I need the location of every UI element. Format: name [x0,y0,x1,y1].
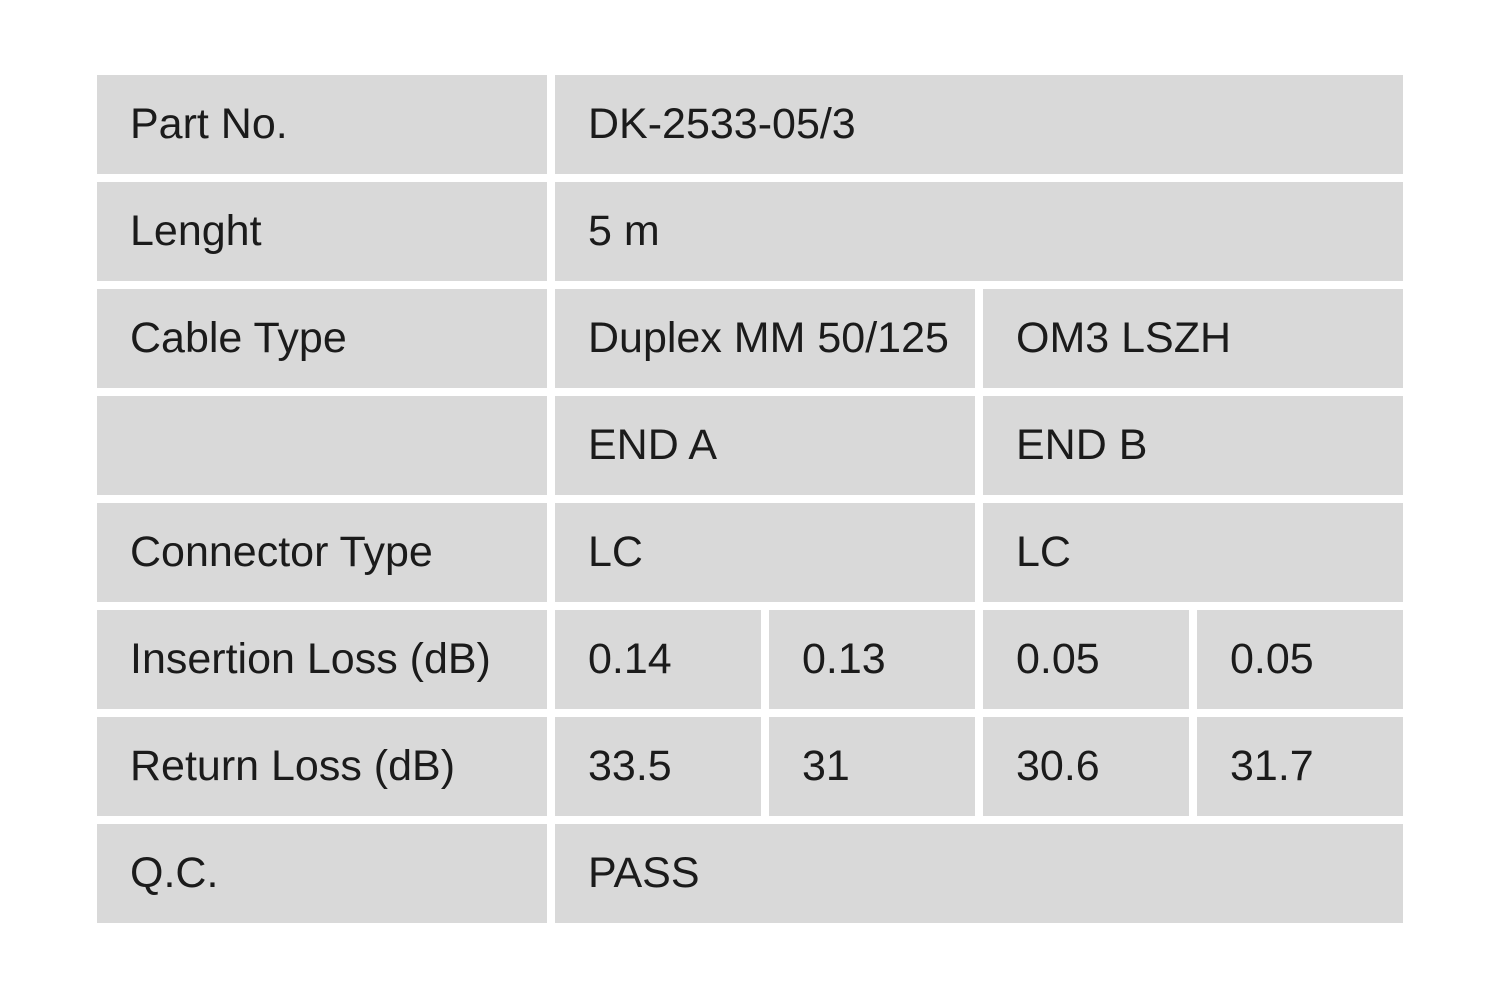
qc-label: Q.C. [97,824,547,923]
end-a-header: END A [555,396,975,495]
part-no-label: Part No. [97,75,547,174]
table-row-return-loss: Return Loss (dB) 33.5 31 30.6 31.7 [97,717,1404,816]
qc-value: PASS [555,824,1404,923]
cable-type-value-b: OM3 LSZH [983,289,1404,388]
length-value: 5 m [555,182,1404,281]
return-loss-end-b-2: 31.7 [1197,717,1404,816]
end-b-header: END B [983,396,1404,495]
connector-type-label: Connector Type [97,503,547,602]
length-label: Lenght [97,182,547,281]
return-loss-label: Return Loss (dB) [97,717,547,816]
return-loss-end-a-1: 33.5 [555,717,761,816]
insertion-loss-end-a-1: 0.14 [555,610,761,709]
table-row-ends-header: END A END B [97,396,1404,495]
return-loss-end-b-1: 30.6 [983,717,1189,816]
cable-type-label: Cable Type [97,289,547,388]
table-row-qc: Q.C. PASS [97,824,1404,923]
insertion-loss-end-a-2: 0.13 [769,610,975,709]
connector-type-end-a: LC [555,503,975,602]
table-row-connector-type: Connector Type LC LC [97,503,1404,602]
insertion-loss-end-b-2: 0.05 [1197,610,1404,709]
spec-table-body: Part No. DK-2533-05/3 Lenght 5 m Cable T… [97,75,1404,923]
insertion-loss-label: Insertion Loss (dB) [97,610,547,709]
return-loss-end-a-2: 31 [769,717,975,816]
part-no-value: DK-2533-05/3 [555,75,1404,174]
connector-type-end-b: LC [983,503,1404,602]
insertion-loss-end-b-1: 0.05 [983,610,1189,709]
table-row-part-no: Part No. DK-2533-05/3 [97,75,1404,174]
table-row-length: Lenght 5 m [97,182,1404,281]
table-row-insertion-loss: Insertion Loss (dB) 0.14 0.13 0.05 0.05 [97,610,1404,709]
table-row-cable-type: Cable Type Duplex MM 50/125 OM3 LSZH [97,289,1404,388]
cable-type-value-a: Duplex MM 50/125 [555,289,975,388]
ends-header-empty-cell [97,396,547,495]
spec-table: Part No. DK-2533-05/3 Lenght 5 m Cable T… [89,67,1411,931]
